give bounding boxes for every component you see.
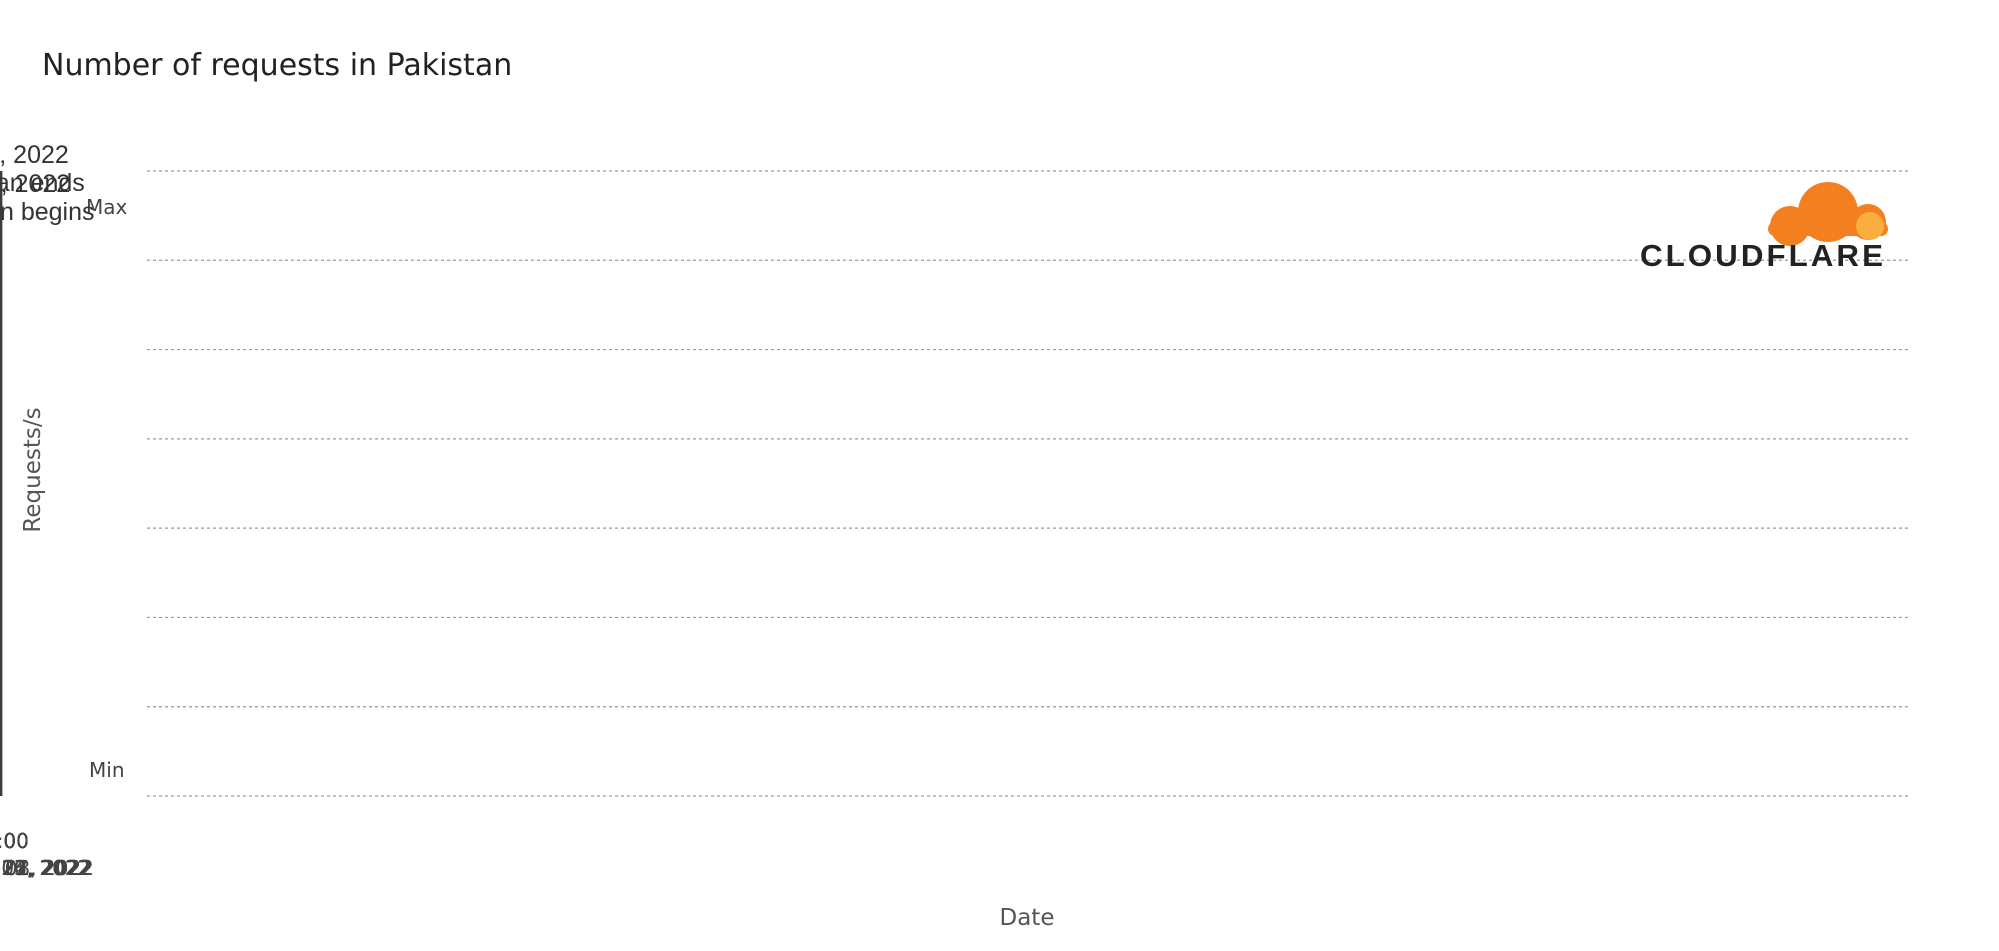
x-tick-date-5: Sun, May 01, 2022 [0,856,94,880]
chart-title: Number of requests in Pakistan [42,48,512,83]
x-tick-date-2: Sun, Apr 10, 2022 [0,856,90,880]
x-tick-date-3: Sun, Apr 17, 2022 [0,856,90,880]
annotations: April 2, 2022Ramadan begins May 1, 2022Ra… [0,141,95,796]
x-tick-time-6: 00:00 [0,829,29,853]
y-axis-title: Requests/s [20,407,46,532]
x-tick-time-4: 00:00 [0,829,29,853]
x-tick-time-3: 00:00 [0,829,29,853]
x-tick-date-0: Sun, Mar 27, 2022 [0,856,92,880]
annotation-label-0: Ramadan begins [0,198,95,226]
x-tick-time-2: 00:00 [0,829,29,853]
y-tick-label-min: Min [89,758,125,782]
brand-wordmark: CLOUDFLARE [1640,238,1886,273]
annotation-date-1: May 1, 2022 [0,141,69,169]
x-tick-time-0: 00:00 [0,829,29,853]
x-tick-time-1: 00:00 [0,829,29,853]
y-tick-label-max: Max [86,195,128,219]
cloud-logo-icon [1768,182,1888,246]
x-tick-date-6: Sun, May 08, 2022 [0,856,94,880]
x-axis-title: Date [1000,905,1055,931]
x-tick-time-5: 00:00 [0,829,29,853]
annotation-label-1: Ramadan ends [0,169,85,197]
x-tick-date-4: Sun, Apr 24, 2022 [0,856,90,880]
annotation-date-0: April 2, 2022 [0,170,70,198]
cloudflare-logo: CLOUDFLARE [1640,182,1888,273]
x-tick-date-1: Sun, Apr 03, 2022 [0,856,90,880]
